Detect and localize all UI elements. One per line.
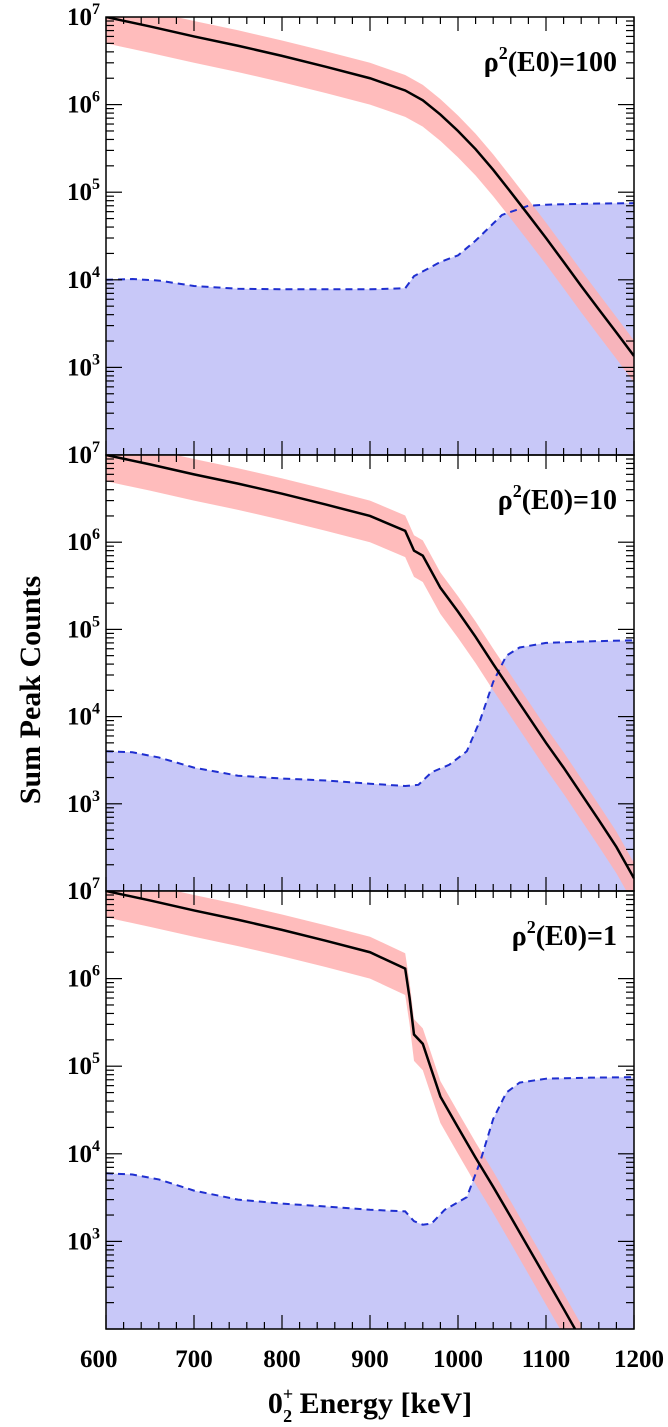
y-tick-label-exp: 6 — [92, 89, 100, 106]
panel-label-base: ρ — [498, 485, 513, 516]
y-tick-label: 106 — [67, 526, 100, 556]
panels-layer: 107106105104103ρ2(E0)=100107106105104103… — [67, 1, 635, 1330]
y-tick-label-base: 10 — [67, 616, 92, 643]
plot-area — [106, 455, 634, 891]
y-tick-label-exp: 4 — [92, 701, 100, 718]
y-tick-label-exp: 4 — [92, 1138, 100, 1155]
x-tick-label: 600 — [80, 1346, 118, 1373]
y-tick-label: 104 — [67, 264, 100, 294]
y-tick-label-exp: 7 — [92, 439, 100, 456]
x-tick-label: 1000 — [433, 1346, 483, 1373]
background-line — [106, 639, 634, 788]
y-tick-label: 107 — [67, 875, 100, 905]
panel-label-rest: (E0)=100 — [508, 47, 617, 78]
y-tick-label-exp: 6 — [92, 963, 100, 980]
y-tick-label: 107 — [67, 1, 100, 31]
background-area — [106, 203, 634, 455]
y-tick-label-base: 10 — [67, 354, 92, 381]
signal-line — [106, 455, 634, 879]
signal-band — [106, 17, 634, 383]
y-tick-label-base: 10 — [67, 704, 92, 731]
panel-label: ρ2(E0)=100 — [484, 43, 617, 78]
x-tick-label: 900 — [351, 1346, 389, 1373]
y-tick-label: 104 — [67, 701, 100, 731]
y-tick-label-base: 10 — [67, 4, 92, 31]
panel-label-base: ρ — [484, 47, 499, 78]
plot-area — [106, 891, 634, 1329]
x-tick-label: 800 — [263, 1346, 301, 1373]
panel-label-sup: 2 — [499, 43, 508, 63]
y-tick-label-base: 10 — [67, 966, 92, 993]
y-tick-label: 105 — [67, 613, 100, 643]
y-tick-label-base: 10 — [67, 529, 92, 556]
x-axis-title-sup: + — [283, 1384, 293, 1404]
axes-layer: Sum Peak Counts 0+ 2 Energy [keV] 600 700 8… — [14, 576, 664, 1426]
panel-label-rest: (E0)=10 — [522, 485, 617, 516]
y-tick-label: 106 — [67, 963, 100, 993]
y-tick-label: 106 — [67, 89, 100, 119]
x-axis-title-rest: Energy [keV] — [292, 1387, 472, 1420]
y-tick-label-base: 10 — [67, 92, 92, 119]
y-tick-label-exp: 3 — [92, 351, 100, 368]
panel-label-base: ρ — [512, 921, 527, 952]
y-tick-label-base: 10 — [67, 1141, 92, 1168]
x-tick-label: 1100 — [522, 1346, 571, 1373]
signal-line — [106, 17, 634, 357]
y-tick-label-exp: 5 — [92, 176, 100, 193]
x-tick-label: 700 — [175, 1346, 213, 1373]
y-tick-label-exp: 5 — [92, 1050, 100, 1067]
y-tick-label-base: 10 — [67, 1053, 92, 1080]
y-tick-label-base: 10 — [67, 878, 92, 905]
y-tick-label-base: 10 — [67, 791, 92, 818]
y-tick-label-exp: 5 — [92, 613, 100, 630]
y-tick-label: 105 — [67, 176, 100, 206]
panel-label-sup: 2 — [513, 481, 522, 501]
background-area — [106, 1077, 634, 1329]
y-tick-label-base: 10 — [67, 267, 92, 294]
panel-label: ρ2(E0)=1 — [512, 917, 617, 952]
background-line — [106, 1076, 634, 1226]
x-axis-title-base: 0 — [268, 1387, 283, 1420]
y-axis-title: Sum Peak Counts — [14, 576, 47, 804]
panel-label: ρ2(E0)=10 — [498, 481, 617, 516]
y-tick-label-exp: 3 — [92, 788, 100, 805]
y-tick-label-base: 10 — [67, 442, 92, 469]
plot-area — [106, 17, 634, 455]
y-tick-label-base: 10 — [67, 179, 92, 206]
y-tick-label: 103 — [67, 1225, 100, 1255]
y-tick-label: 103 — [67, 351, 100, 381]
y-tick-label: 104 — [67, 1138, 100, 1168]
signal-line — [106, 891, 577, 1329]
panel-label-rest: (E0)=1 — [536, 921, 617, 952]
y-tick-label-exp: 7 — [92, 1, 100, 18]
panel-label-sup: 2 — [527, 917, 536, 937]
y-tick-label-exp: 3 — [92, 1225, 100, 1242]
y-tick-label: 103 — [67, 788, 100, 818]
y-tick-label-base: 10 — [67, 1228, 92, 1255]
y-tick-label: 107 — [67, 439, 100, 469]
x-axis-title: 0+ 2 Energy [keV] — [268, 1384, 472, 1426]
x-tick-label: 1200 — [614, 1346, 664, 1373]
y-tick-label: 105 — [67, 1050, 100, 1080]
y-tick-label-exp: 7 — [92, 875, 100, 892]
y-tick-label-exp: 6 — [92, 526, 100, 543]
signal-band — [106, 455, 634, 891]
y-tick-label-exp: 4 — [92, 264, 100, 281]
x-axis-title-sub: 2 — [283, 1406, 292, 1426]
